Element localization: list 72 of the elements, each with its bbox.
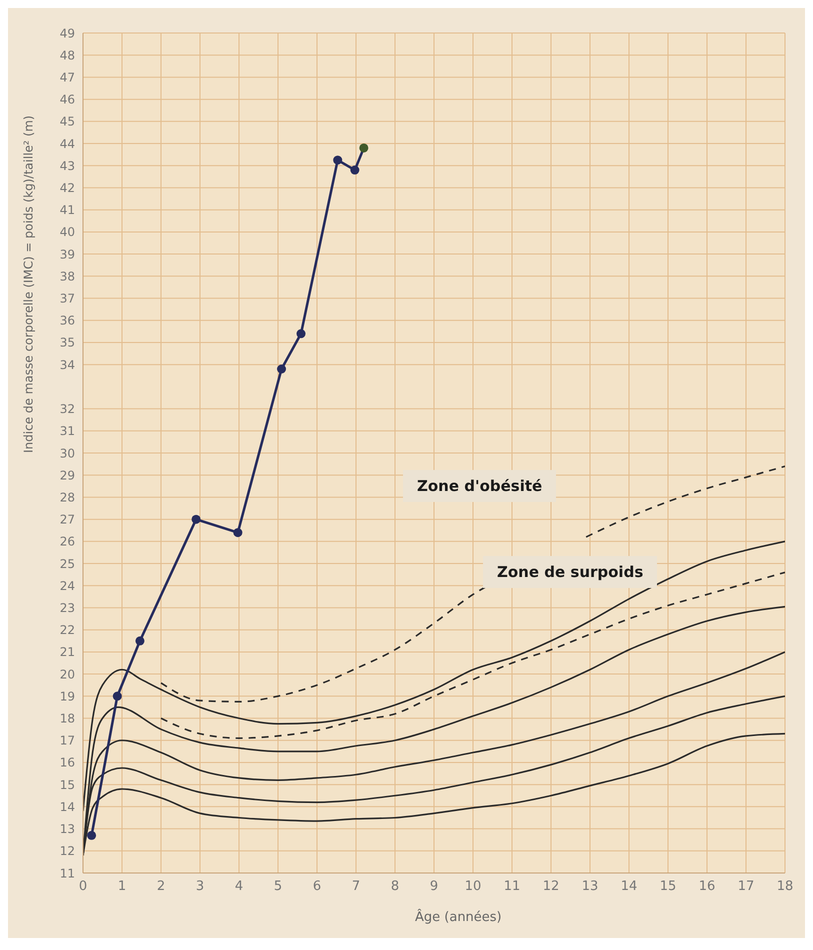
y-tick-label: 15 xyxy=(60,778,75,792)
x-tick-label: 7 xyxy=(352,879,360,894)
y-tick-label: 27 xyxy=(60,512,75,527)
y-axis-title: Indice de masse corporelle (IMC) = poids (kg)/taille² (m) xyxy=(21,115,36,453)
y-tick-label: 47 xyxy=(60,70,75,84)
y-tick-label: 21 xyxy=(60,645,75,660)
y-tick-label: 30 xyxy=(60,446,75,460)
y-tick-label: 16 xyxy=(60,756,75,770)
x-tick-label: 0 xyxy=(78,879,88,894)
y-tick-label: 48 xyxy=(60,48,75,62)
y-tick-label: 23 xyxy=(60,600,75,615)
point xyxy=(233,528,242,538)
point xyxy=(87,830,96,840)
point xyxy=(350,166,360,175)
x-tick-label: 15 xyxy=(660,879,676,894)
y-tick-label: 43 xyxy=(60,158,75,173)
y-tick-label: 25 xyxy=(60,556,75,571)
x-tick-label: 14 xyxy=(620,879,638,894)
y-tick-label: 35 xyxy=(60,336,75,350)
point xyxy=(192,514,201,524)
y-tick-label: 19 xyxy=(60,689,75,704)
y-tick-label: 36 xyxy=(60,314,75,328)
y-tick-label: 18 xyxy=(60,712,75,726)
point xyxy=(135,636,144,646)
y-tick-label: 14 xyxy=(60,800,75,814)
x-tick-label: 4 xyxy=(234,879,244,894)
point xyxy=(277,364,286,374)
y-tick-label: 46 xyxy=(60,92,75,107)
y-tick-label: 28 xyxy=(60,490,75,504)
point xyxy=(112,692,122,701)
y-tick-label: 26 xyxy=(60,534,75,549)
y-tick-label: 45 xyxy=(60,114,75,129)
y-tick-label: 20 xyxy=(60,667,75,682)
x-tick-label: 9 xyxy=(430,879,438,894)
x-tick-label: 5 xyxy=(274,879,282,894)
x-tick-label: 11 xyxy=(504,879,520,894)
x-tick-label: 12 xyxy=(542,879,560,894)
y-tick-label: 41 xyxy=(60,203,75,218)
y-tick-label: 24 xyxy=(60,578,75,593)
y-tick-label: 42 xyxy=(60,180,75,195)
y-tick-label: 11 xyxy=(60,866,75,880)
x-tick-label: 6 xyxy=(312,879,322,894)
y-tick-label: 38 xyxy=(60,269,75,284)
x-tick-label: 13 xyxy=(582,879,598,894)
y-tick-label: 40 xyxy=(60,225,75,240)
x-tick-label: 18 xyxy=(776,879,794,894)
y-tick-label: 22 xyxy=(60,623,75,638)
y-tick-label: 13 xyxy=(60,822,75,836)
line-series xyxy=(83,540,785,812)
y-tick-label: 17 xyxy=(60,734,75,748)
y-tick-label: 39 xyxy=(60,247,75,262)
point xyxy=(296,329,306,338)
annotation: Zone de surpoids xyxy=(483,556,658,588)
y-tick-label: 44 xyxy=(60,136,75,151)
point xyxy=(359,143,368,152)
x-tick-label: 16 xyxy=(698,879,716,894)
x-axis-title: Âge (années) xyxy=(415,908,502,925)
x-tick-label: 8 xyxy=(390,879,400,894)
annotation: Zone d'obésité xyxy=(403,470,556,502)
x-tick-label: 1 xyxy=(118,879,126,894)
x-tick-label: 3 xyxy=(196,879,204,894)
y-tick-label: 12 xyxy=(60,844,75,858)
y-tick-label: 34 xyxy=(60,358,75,372)
y-tick-label: 37 xyxy=(60,292,75,306)
y-tick-label: 29 xyxy=(60,468,75,482)
y-tick-label: 31 xyxy=(60,424,75,438)
y-tick-label: 49 xyxy=(60,26,75,40)
y-tick-label: 32 xyxy=(60,402,75,416)
x-tick-label: 2 xyxy=(156,879,166,894)
x-tick-label: 17 xyxy=(738,879,754,894)
point xyxy=(333,156,342,165)
x-tick-label: 10 xyxy=(464,879,482,894)
